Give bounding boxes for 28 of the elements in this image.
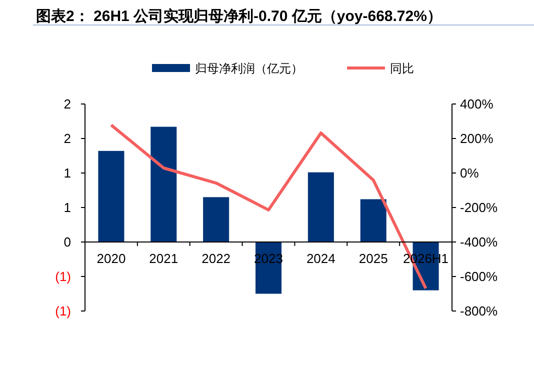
y2-tick-label: -400% xyxy=(460,234,498,250)
yaxis: 2 2 1 1 0 (1) (1) xyxy=(55,96,86,318)
y2-tick-label: -600% xyxy=(460,269,498,284)
y2-tick-label: 200% xyxy=(460,131,494,146)
y-tick-label: 0 xyxy=(64,234,71,250)
y-tick-label: 2 xyxy=(64,131,71,146)
legend-label: 归母净利润（亿元） xyxy=(195,62,303,76)
legend-label: 同比 xyxy=(390,62,414,76)
y-tick-label: (1) xyxy=(55,304,71,318)
bar xyxy=(360,199,386,242)
y-tick-label: 1 xyxy=(64,166,71,180)
chart-title: 图表2： 26H1 公司实现归母净利-0.70 亿元（yoy-668.72%） xyxy=(36,7,442,25)
y-tick-label: 2 xyxy=(64,96,71,112)
bar xyxy=(98,150,124,242)
y2-tick-label: -800% xyxy=(460,304,498,318)
bar xyxy=(308,172,334,242)
x-tick-label: 2021 xyxy=(149,251,178,266)
y-tick-label: (1) xyxy=(55,269,71,284)
y2-tick-label: 0% xyxy=(460,166,480,180)
bar xyxy=(203,197,230,242)
x-tick-label: 2025 xyxy=(358,251,388,266)
bar xyxy=(150,126,177,242)
x-tick-label: 2020 xyxy=(96,251,126,266)
y2-tick-label: -200% xyxy=(460,200,498,215)
y-tick-label: 1 xyxy=(64,200,71,215)
x-tick-label: 2024 xyxy=(306,251,336,266)
x-tick-label: 2022 xyxy=(202,251,231,266)
y2-tick-label: 400% xyxy=(460,96,494,112)
